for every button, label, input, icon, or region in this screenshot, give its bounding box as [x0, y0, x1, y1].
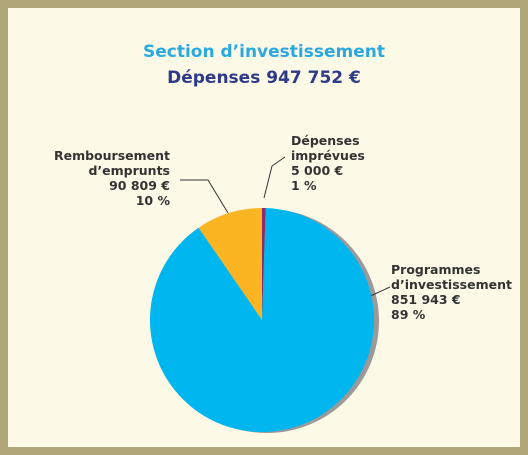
chart-subtitle: Dépenses 947 752 € [167, 68, 361, 88]
value-label: 851 943 € [391, 292, 461, 307]
value-label: 90 809 € [109, 178, 170, 193]
percent-label: 1 % [291, 178, 317, 193]
slice-label: Remboursement d’emprunts 90 809 €10 % [20, 148, 170, 208]
leader-line [263, 156, 286, 199]
slice-label: Dépenses imprévues 5 000 €1 % [291, 133, 431, 193]
value-label: 5 000 € [291, 163, 344, 178]
category-label: Programmes d’investissement [391, 262, 512, 292]
percent-label: 89 % [391, 307, 426, 322]
category-label: Dépenses imprévues [291, 133, 365, 163]
chart-title: Section d’investissement [143, 42, 385, 62]
category-label: Remboursement d’emprunts [53, 148, 170, 178]
pie-slice [149, 208, 374, 432]
percent-label: 10 % [135, 193, 170, 208]
pie-slice [198, 208, 262, 320]
chart [149, 156, 391, 433]
slice-label: Programmes d’investissement 851 943 €89 % [391, 262, 516, 322]
pie-slice [262, 208, 266, 320]
leader-line [180, 179, 229, 214]
